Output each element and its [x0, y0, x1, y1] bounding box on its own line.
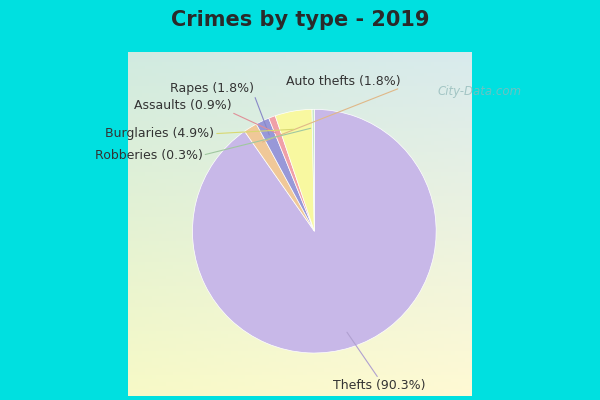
Text: Robberies (0.3%): Robberies (0.3%): [95, 149, 203, 162]
Text: Crimes by type - 2019: Crimes by type - 2019: [171, 10, 429, 30]
Wedge shape: [245, 124, 314, 231]
Text: City-Data.com: City-Data.com: [438, 86, 522, 98]
Text: Auto thefts (1.8%): Auto thefts (1.8%): [286, 75, 400, 88]
Wedge shape: [269, 116, 314, 231]
Text: Rapes (1.8%): Rapes (1.8%): [170, 82, 254, 95]
Wedge shape: [256, 118, 314, 231]
Text: Thefts (90.3%): Thefts (90.3%): [332, 379, 425, 392]
Wedge shape: [275, 109, 314, 231]
Text: Burglaries (4.9%): Burglaries (4.9%): [105, 127, 214, 140]
Wedge shape: [312, 109, 314, 231]
Wedge shape: [193, 109, 436, 353]
Text: Assaults (0.9%): Assaults (0.9%): [134, 99, 231, 112]
